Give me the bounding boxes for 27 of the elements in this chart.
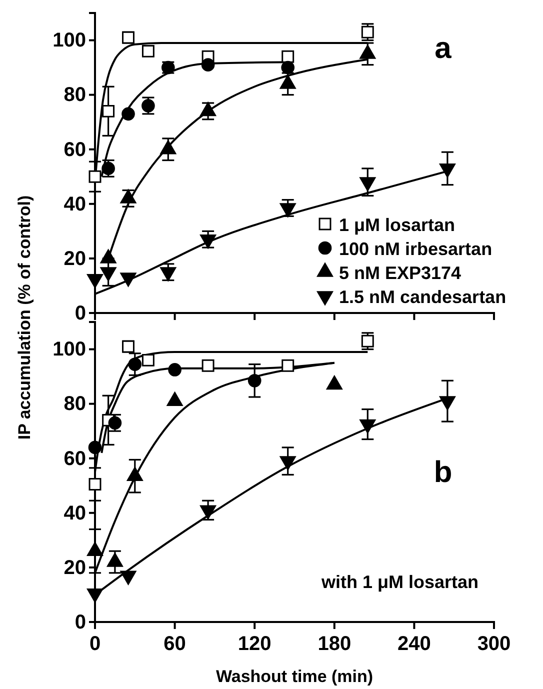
annotation: b — [434, 456, 452, 489]
x-tick-label: 180 — [318, 633, 352, 655]
y-tick-label: 0 — [74, 611, 86, 634]
legend-label: 5 nM EXP3174 — [339, 263, 462, 283]
x-tick-label: 0 — [89, 633, 101, 655]
y-tick-label: 60 — [64, 448, 86, 470]
x-axis-title: Washout time (min) — [216, 667, 374, 686]
x-tick-label: 120 — [238, 633, 272, 655]
legend-label: 1 μM losartan — [339, 215, 456, 235]
y-tick-label: 40 — [64, 502, 86, 524]
y-tick-label: 80 — [64, 393, 86, 416]
x-tick-label: 240 — [398, 633, 431, 655]
annotation: a — [434, 32, 452, 65]
y-tick-label: 60 — [64, 138, 86, 161]
y-tick-label: 100 — [52, 338, 86, 361]
y-tick-label: 20 — [64, 556, 86, 579]
annotation: with 1 μM losartan — [320, 572, 479, 592]
y-tick-label: 100 — [52, 30, 86, 52]
y-tick-label: 40 — [64, 193, 86, 216]
x-tick-label: 300 — [477, 633, 511, 655]
y-tick-label: 0 — [74, 302, 86, 324]
x-tick-label: 60 — [164, 633, 186, 655]
legend-label: 1.5 nM candesartan — [339, 287, 506, 307]
legend-label: 100 nM irbesartan — [339, 239, 492, 259]
y-tick-label: 80 — [64, 84, 86, 106]
y-axis-title: IP accumulation (% of control) — [15, 195, 34, 440]
y-tick-label: 20 — [64, 248, 86, 270]
